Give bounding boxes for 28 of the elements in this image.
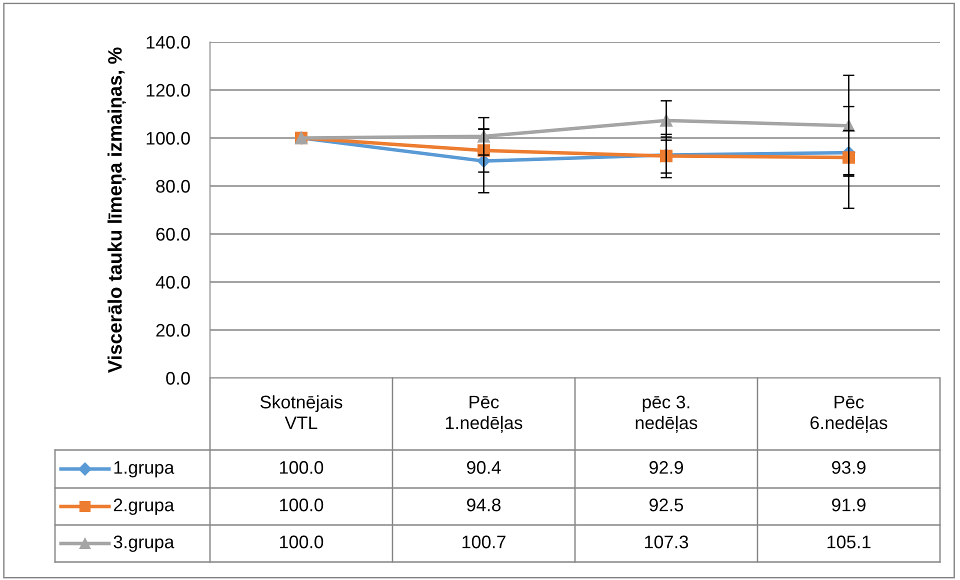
data-label: 100.0: [280, 461, 324, 474]
data-label: 92.9: [650, 461, 683, 474]
x-tick-label: Skotnējais VTL: [260, 395, 342, 430]
data-label: 100.0: [280, 498, 324, 512]
x-tick-label: Pēc 1.nedēļas: [446, 396, 522, 433]
x-tick-label: Pēc 6.nedēļas: [810, 396, 888, 433]
legend-label: 1.grupa: [114, 461, 174, 478]
x-tick-label: pēc 3. nedēļas: [636, 396, 698, 433]
y-tick-label: 60.0: [156, 228, 190, 241]
y-axis-title: Viscerālo tauku līmeņa izmaiņas, %: [108, 47, 126, 373]
y-tick-label: 100.0: [146, 132, 190, 145]
data-label: 100.7: [462, 536, 506, 548]
y-tick-label: 120.0: [146, 84, 190, 97]
data-label: 94.8: [467, 498, 501, 512]
data-label: 105.1: [828, 536, 870, 548]
data-label: 93.9: [832, 461, 866, 474]
y-tick-label: 80.0: [156, 180, 190, 193]
y-tick-label: 20.0: [156, 324, 190, 337]
data-label: 91.9: [832, 498, 866, 512]
y-tick-label: 40.0: [156, 276, 190, 289]
y-tick-label: 0.0: [166, 372, 190, 385]
data-label: 107.3: [645, 536, 688, 548]
data-label: 100.0: [280, 536, 324, 548]
y-tick-label: 140.0: [146, 36, 190, 49]
legend-label: 3.grupa: [114, 536, 174, 552]
data-label: 92.5: [650, 498, 684, 512]
legend-label: 2.grupa: [114, 498, 174, 515]
data-label: 90.4: [467, 461, 501, 474]
